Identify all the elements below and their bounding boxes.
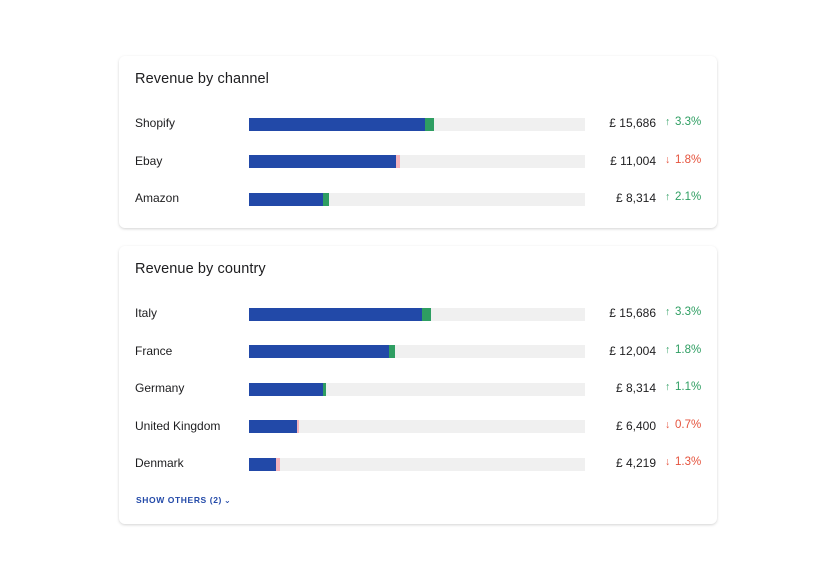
progress-bar-track bbox=[249, 345, 585, 358]
card-title: Revenue by country bbox=[135, 261, 266, 277]
row-label: Amazon bbox=[135, 191, 180, 205]
row-value: £ 8,314 bbox=[615, 191, 656, 205]
progress-bar-increase bbox=[424, 117, 434, 131]
list-item: Germany £ 8,314 ↑ 1.1% bbox=[119, 371, 717, 409]
list-item: Ebay £ 11,004 ↓ 1.8% bbox=[119, 144, 717, 182]
progress-bar-increase bbox=[422, 307, 432, 321]
list-item: France £ 12,004 ↑ 1.8% bbox=[119, 334, 717, 372]
change-badge: ↑ 1.1% bbox=[665, 381, 701, 393]
change-percent: 3.3% bbox=[675, 306, 702, 318]
change-badge: ↑ 2.1% bbox=[665, 191, 701, 203]
arrow-up-icon: ↑ bbox=[665, 306, 671, 318]
row-value: £ 11,004 bbox=[610, 153, 656, 168]
list-item: Amazon £ 8,314 ↑ 2.1% bbox=[119, 181, 717, 219]
row-value: £ 12,004 bbox=[609, 343, 656, 358]
change-percent: 1.3% bbox=[675, 456, 702, 468]
progress-bar-track bbox=[249, 307, 585, 321]
arrow-down-icon: ↓ bbox=[665, 153, 671, 166]
arrow-up-icon: ↑ bbox=[665, 191, 671, 203]
progress-bar-decrease bbox=[395, 155, 400, 168]
change-badge: ↓ 1.3% bbox=[665, 456, 701, 468]
progress-bar-fill bbox=[249, 345, 390, 358]
revenue-by-country-card: Revenue by country Italy £ 15,686 ↑ 3.3% Fra… bbox=[119, 246, 717, 524]
row-value: £ 4,219 bbox=[615, 456, 656, 470]
row-value: £ 15,686 bbox=[609, 306, 656, 320]
progress-bar-decrease bbox=[275, 457, 280, 471]
list-item: Shopify £ 15,686 ↑ 3.3% bbox=[119, 106, 717, 144]
channel-rows: Shopify £ 15,686 ↑ 3.3% Ebay £ 11,004 ↓ 1.8% Ama… bbox=[119, 106, 717, 219]
row-label: France bbox=[135, 343, 173, 358]
progress-bar bbox=[249, 192, 329, 206]
progress-bar-track bbox=[249, 192, 585, 206]
progress-bar-fill bbox=[249, 382, 323, 396]
row-label: Ebay bbox=[135, 153, 163, 168]
progress-bar-fill bbox=[249, 420, 298, 433]
progress-bar-fill bbox=[249, 155, 396, 168]
progress-bar-decrease bbox=[297, 420, 300, 433]
show-others-button[interactable]: SHOW OTHERS (2) ⌄ bbox=[136, 495, 231, 505]
progress-bar-fill bbox=[249, 307, 423, 321]
row-label: Shopify bbox=[135, 116, 176, 130]
arrow-up-icon: ↑ bbox=[665, 116, 671, 128]
progress-bar bbox=[249, 307, 432, 321]
progress-bar-increase bbox=[322, 192, 329, 206]
country-rows: Italy £ 15,686 ↑ 3.3% France £ 12,004 ↑ 1.8% Ger… bbox=[119, 296, 717, 484]
change-percent: 2.1% bbox=[675, 191, 702, 203]
change-percent: 1.8% bbox=[675, 343, 702, 356]
progress-bar-track bbox=[249, 117, 585, 131]
row-label: United Kingdom bbox=[135, 418, 221, 433]
show-others-label: SHOW OTHERS (2) bbox=[136, 495, 222, 505]
change-percent: 3.3% bbox=[675, 116, 702, 128]
progress-bar-track bbox=[249, 382, 585, 396]
chevron-down-icon: ⌄ bbox=[223, 496, 232, 505]
arrow-up-icon: ↑ bbox=[665, 381, 671, 393]
change-badge: ↓ 1.8% bbox=[665, 154, 701, 166]
progress-bar-fill bbox=[249, 457, 276, 471]
progress-bar-track bbox=[249, 155, 585, 168]
list-item: Italy £ 15,686 ↑ 3.3% bbox=[119, 296, 717, 334]
row-value: £ 6,400 bbox=[615, 418, 656, 433]
change-percent: 0.7% bbox=[675, 418, 702, 431]
progress-bar bbox=[249, 345, 395, 358]
progress-bar bbox=[249, 155, 400, 168]
progress-bar-fill bbox=[249, 192, 323, 206]
progress-bar bbox=[249, 457, 280, 471]
progress-bar-increase bbox=[322, 382, 326, 396]
change-percent: 1.1% bbox=[675, 381, 702, 393]
progress-bar-fill bbox=[249, 117, 425, 131]
row-label: Germany bbox=[135, 381, 185, 395]
card-title: Revenue by channel bbox=[135, 71, 270, 87]
change-percent: 1.8% bbox=[675, 153, 702, 166]
arrow-down-icon: ↓ bbox=[665, 418, 671, 431]
arrow-up-icon: ↑ bbox=[665, 343, 671, 356]
change-badge: ↑ 1.8% bbox=[665, 344, 701, 356]
progress-bar-track bbox=[249, 420, 585, 433]
revenue-by-channel-card: Revenue by channel Shopify £ 15,686 ↑ 3.3% E… bbox=[119, 56, 717, 228]
progress-bar bbox=[249, 117, 434, 131]
row-label: Italy bbox=[135, 306, 158, 320]
change-badge: ↑ 3.3% bbox=[665, 116, 701, 128]
row-value: £ 15,686 bbox=[609, 116, 656, 130]
row-label: Denmark bbox=[135, 456, 184, 470]
list-item: Denmark £ 4,219 ↓ 1.3% bbox=[119, 446, 717, 484]
list-item: United Kingdom £ 6,400 ↓ 0.7% bbox=[119, 409, 717, 447]
progress-bar-track bbox=[249, 457, 585, 471]
arrow-down-icon: ↓ bbox=[665, 456, 671, 468]
row-value: £ 8,314 bbox=[615, 381, 656, 395]
change-badge: ↑ 3.3% bbox=[665, 306, 701, 318]
progress-bar bbox=[249, 420, 300, 433]
progress-bar bbox=[249, 382, 326, 396]
change-badge: ↓ 0.7% bbox=[665, 419, 701, 431]
progress-bar-increase bbox=[389, 345, 395, 358]
